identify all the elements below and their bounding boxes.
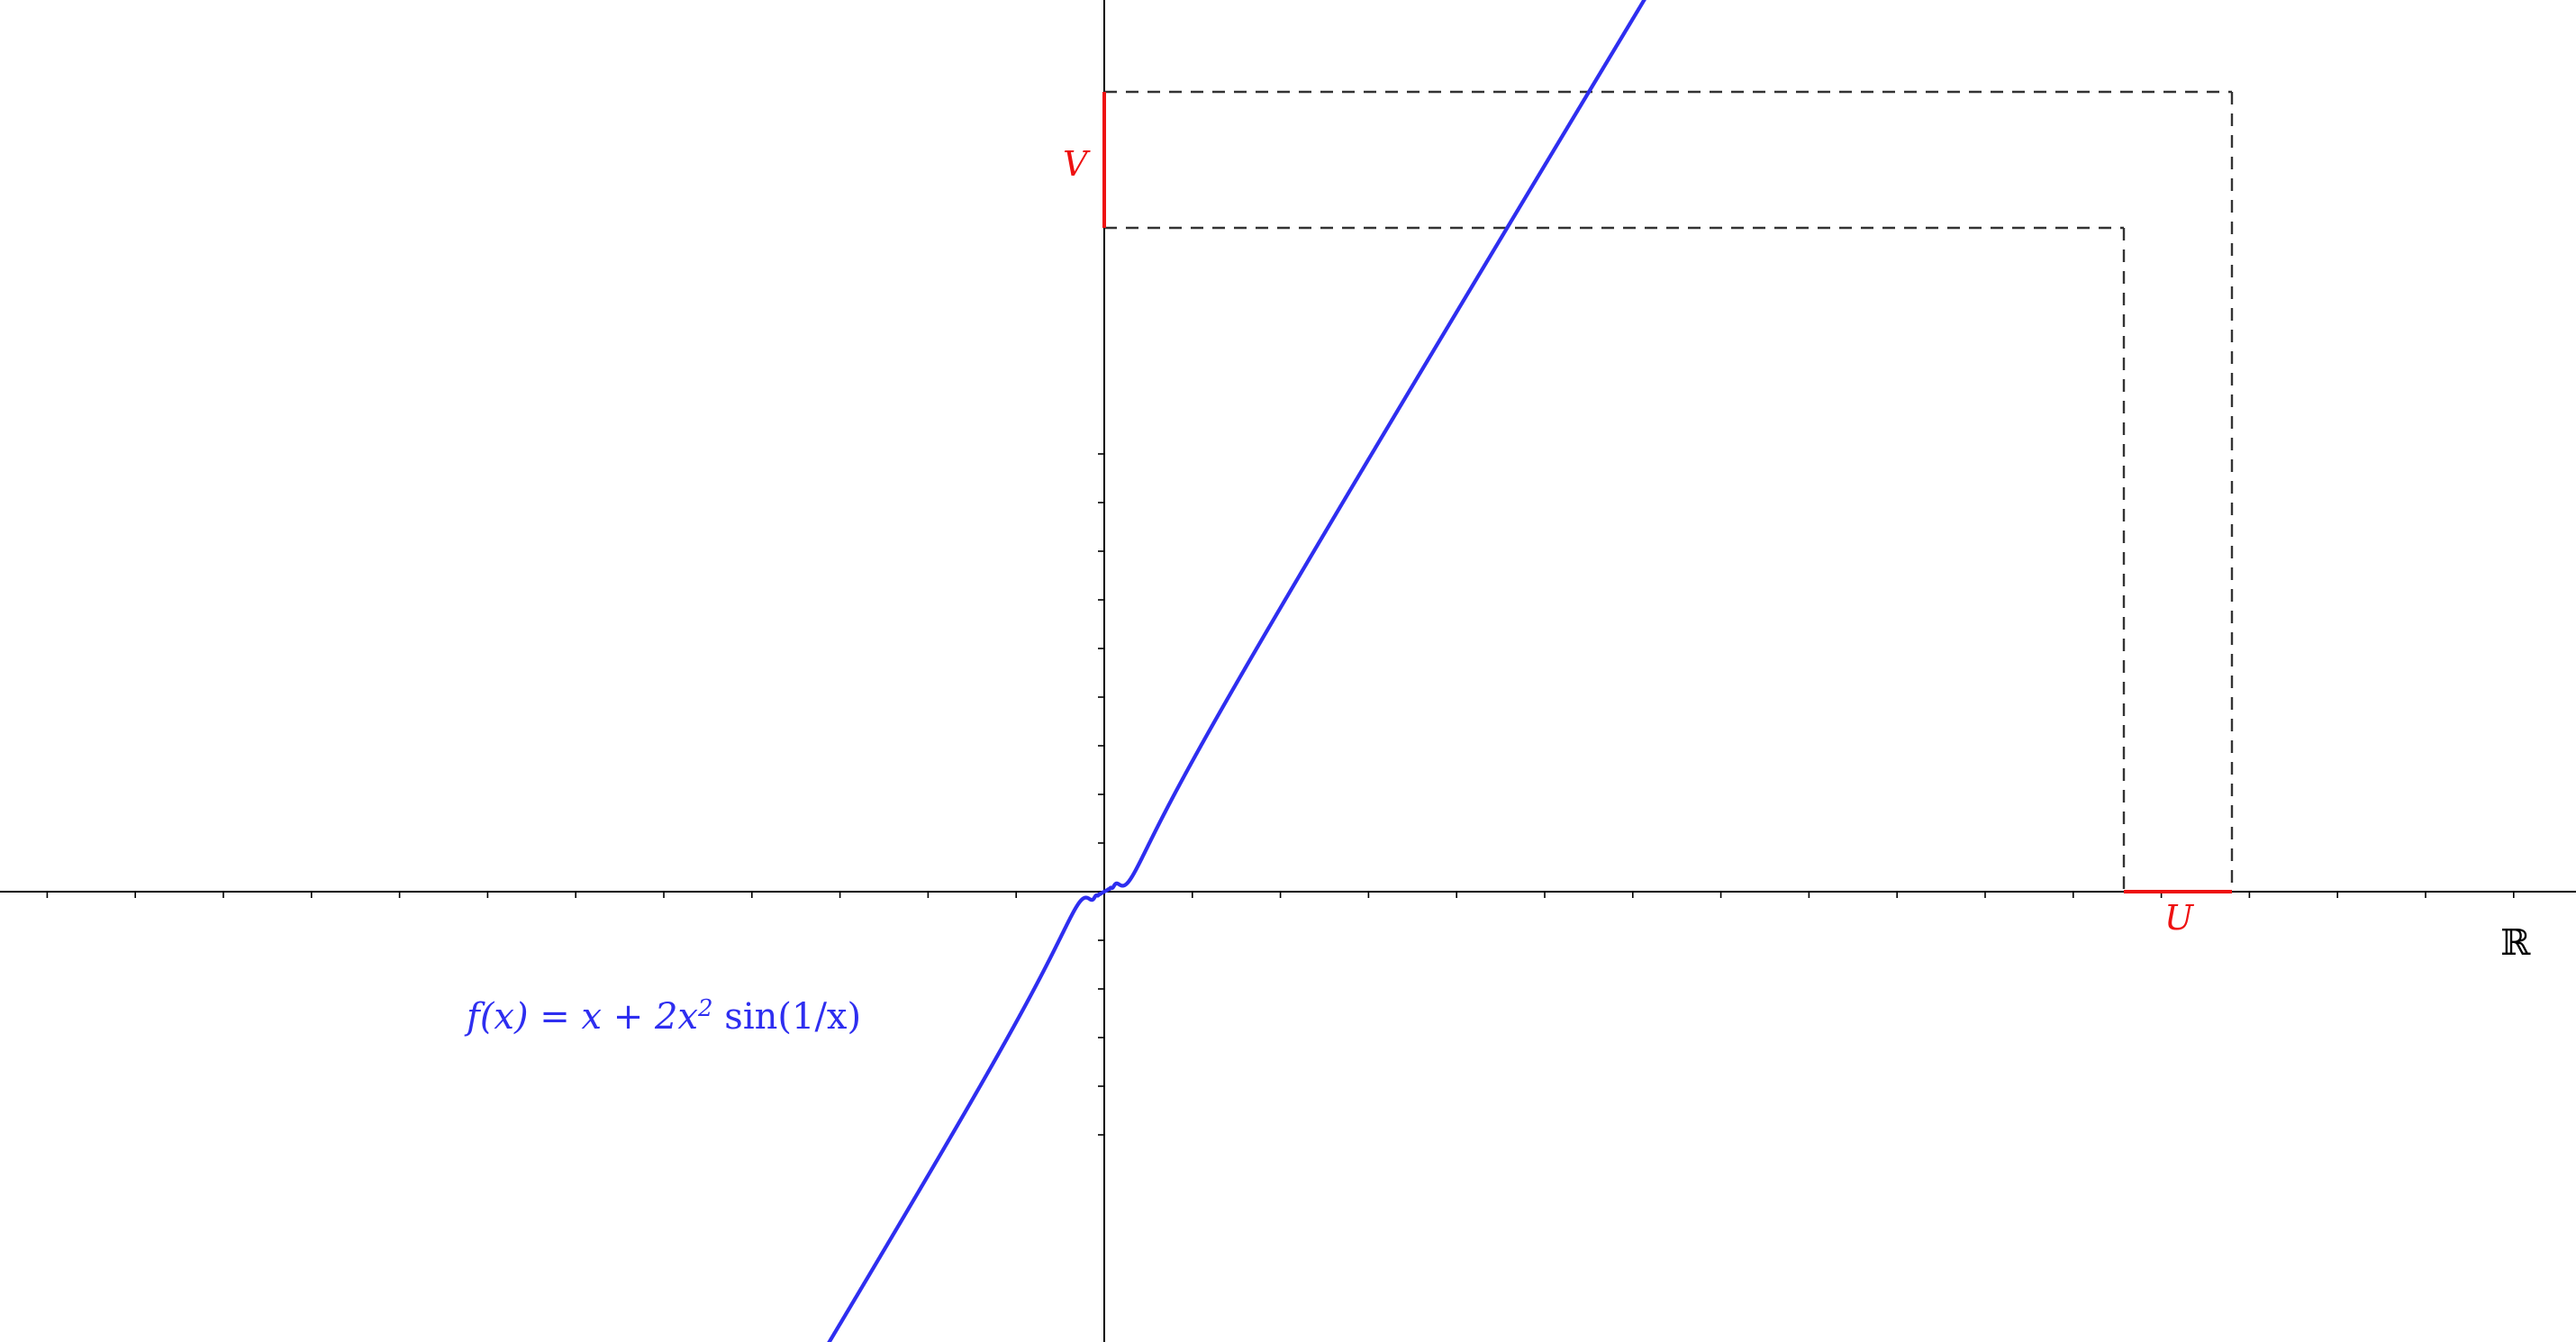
function-label: f(x) = x + 2x2 sin(1/x) — [464, 995, 861, 1038]
interval-U-label: U — [2164, 898, 2195, 938]
y-axis-ticks — [1098, 453, 1104, 1136]
function-label-exponent: 2 — [697, 995, 713, 1022]
function-curve — [827, 0, 1646, 1342]
function-label-rest: sin(1/x) — [713, 996, 862, 1038]
interval-V-label: V — [1063, 144, 1091, 184]
real-line-label: ℝ — [2500, 922, 2531, 964]
dashed-guide-lines — [1104, 90, 2234, 892]
function-label-body: (x) = x + 2x — [480, 996, 698, 1038]
x-axis-ticks — [46, 892, 2515, 898]
